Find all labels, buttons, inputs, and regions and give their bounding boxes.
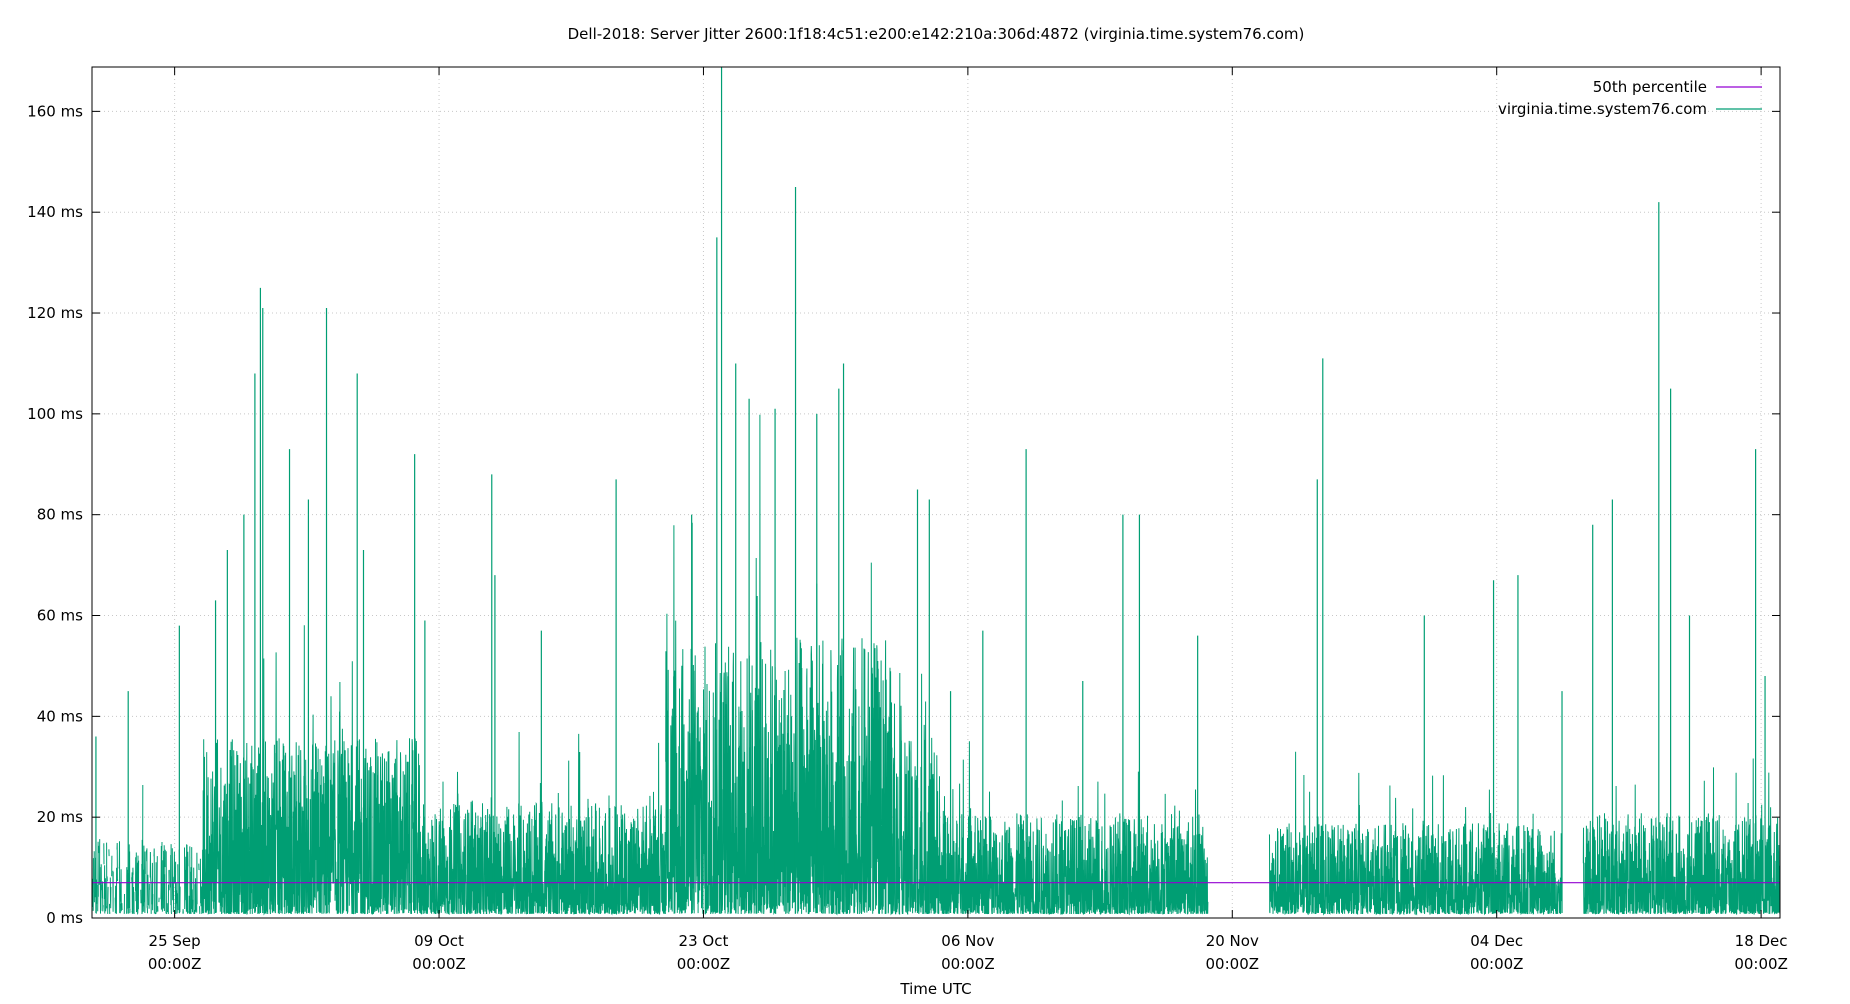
series-segment	[666, 415, 893, 914]
x-tick-label: 00:00Z	[1734, 955, 1788, 973]
x-tick-label: 00:00Z	[941, 955, 995, 973]
y-tick-label: 120 ms	[27, 304, 83, 322]
x-tick-label: 23 Oct	[679, 932, 729, 950]
data-layer	[92, 67, 1780, 914]
chart-title: Dell-2018: Server Jitter 2600:1f18:4c51:…	[568, 25, 1305, 43]
x-tick-label: 00:00Z	[1470, 955, 1524, 973]
x-tick-label: 00:00Z	[412, 955, 466, 973]
x-tick-label: 09 Oct	[414, 932, 464, 950]
series-segment	[100, 864, 101, 913]
series-segment	[137, 856, 138, 914]
series-segment	[201, 887, 202, 914]
series-segment	[161, 842, 162, 910]
x-tick-label: 06 Nov	[941, 932, 994, 950]
series-segment	[143, 846, 144, 912]
x-tick-label: 00:00Z	[148, 955, 202, 973]
x-tick-label: 04 Dec	[1470, 932, 1523, 950]
series-segment	[119, 841, 120, 913]
y-tick-label: 80 ms	[37, 506, 83, 524]
series-segment	[155, 862, 156, 914]
series-segment	[132, 872, 133, 913]
series-segment	[98, 842, 99, 912]
series-segment	[171, 844, 172, 914]
legend: 50th percentile virginia.time.system76.c…	[1498, 78, 1762, 118]
series-segment	[185, 848, 186, 910]
series-segment	[203, 625, 420, 914]
series-segment	[892, 673, 939, 914]
legend-label-server: virginia.time.system76.com	[1498, 100, 1707, 118]
x-tick-label: 18 Dec	[1735, 932, 1788, 950]
y-tick-label: 0 ms	[46, 909, 83, 927]
y-tick-label: 140 ms	[27, 203, 83, 221]
x-tick-label: 00:00Z	[677, 955, 731, 973]
x-tick-label: 20 Nov	[1206, 932, 1259, 950]
series-segment	[940, 741, 1208, 914]
series-segment	[134, 887, 135, 914]
x-axis-label: Time UTC	[899, 980, 971, 998]
series-segment	[189, 896, 190, 914]
y-tick-label: 60 ms	[37, 607, 83, 625]
series-segment	[142, 785, 143, 914]
y-tick-label: 100 ms	[27, 405, 83, 423]
y-tick-label: 160 ms	[27, 102, 83, 120]
series-segment	[186, 844, 188, 913]
series-segment	[420, 732, 666, 914]
y-tick-label: 40 ms	[37, 707, 83, 725]
series-segment	[195, 878, 196, 912]
series-segment	[117, 843, 118, 881]
legend-label-median: 50th percentile	[1593, 78, 1707, 96]
y-tick-label: 20 ms	[37, 808, 83, 826]
series-segment	[176, 883, 177, 914]
x-tick-label: 00:00Z	[1206, 955, 1260, 973]
series-segment	[152, 863, 153, 910]
x-tick-label: 25 Sep	[149, 932, 201, 950]
series-segment	[147, 848, 148, 913]
series-segment	[102, 881, 103, 911]
